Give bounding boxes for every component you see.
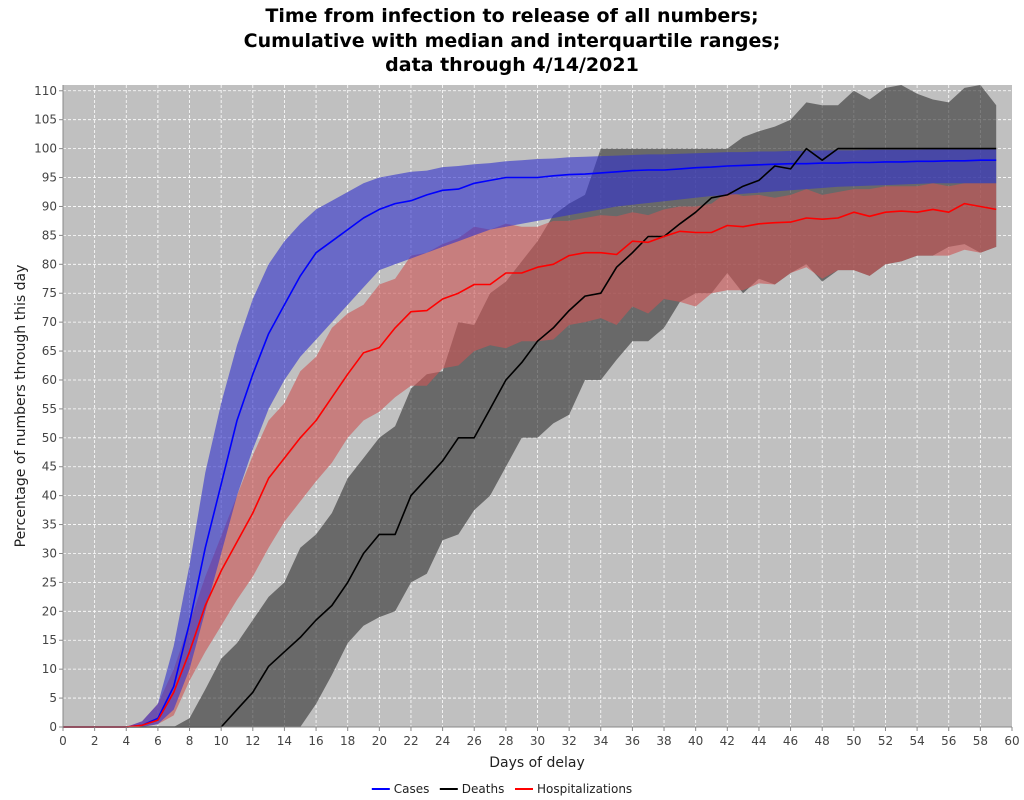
- x-tick-label: 6: [154, 734, 162, 748]
- y-tick-label: 30: [42, 546, 57, 560]
- x-tick-label: 2: [91, 734, 99, 748]
- y-tick-label: 65: [42, 344, 57, 358]
- chart-title: Time from infection to release of all nu…: [244, 5, 781, 76]
- x-tick-label: 42: [720, 734, 735, 748]
- x-tick-label: 14: [277, 734, 292, 748]
- y-axis-label: Percentage of numbers through this day: [13, 265, 29, 548]
- x-tick-label: 28: [498, 734, 513, 748]
- x-tick-label: 44: [751, 734, 766, 748]
- chart-title-line-3: data through 4/14/2021: [385, 54, 639, 76]
- y-tick-label: 90: [42, 199, 57, 213]
- y-tick-label: 15: [42, 633, 57, 647]
- y-tick-label: 0: [49, 720, 57, 734]
- y-tick-label: 5: [49, 691, 57, 705]
- y-tick-label: 80: [42, 257, 57, 271]
- x-tick-label: 12: [245, 734, 260, 748]
- chart-title-line-1: Time from infection to release of all nu…: [265, 5, 758, 27]
- median-line-cases: [63, 159, 997, 728]
- y-tick-label: 55: [42, 402, 57, 416]
- x-tick-label: 34: [593, 734, 608, 748]
- y-tick-label: 110: [34, 84, 57, 98]
- legend-item-hospitalizations: Hospitalizations: [515, 782, 632, 796]
- y-tick-label: 75: [42, 286, 57, 300]
- x-tick-label: 48: [815, 734, 830, 748]
- chart-title-line-2: Cumulative with median and interquartile…: [244, 30, 781, 52]
- y-tick-label: 70: [42, 315, 57, 329]
- median-line-hospitalizations: [63, 202, 997, 728]
- x-tick-label: 46: [783, 734, 798, 748]
- legend: Cases Deaths Hospitalizations: [371, 782, 632, 796]
- x-tick-label: 40: [688, 734, 703, 748]
- x-tick-label: 30: [530, 734, 545, 748]
- y-tick-label: 60: [42, 373, 57, 387]
- x-tick-label: 20: [372, 734, 387, 748]
- x-tick-label: 52: [878, 734, 893, 748]
- x-tick-label: 16: [308, 734, 323, 748]
- x-axis-ticks: 0 2 4 6 8 10 12 14 16 18 20 22 24 26 28 30 32 34 36 38 40 42 4…: [59, 727, 1020, 748]
- x-tick-label: 32: [561, 734, 576, 748]
- y-tick-label: 35: [42, 518, 57, 532]
- x-tick-label: 18: [340, 734, 355, 748]
- y-tick-label: 100: [34, 142, 57, 156]
- y-tick-label: 10: [42, 662, 57, 676]
- x-tick-label: 4: [122, 734, 130, 748]
- legend-label-cases: Cases: [394, 782, 430, 796]
- x-tick-label: 56: [941, 734, 956, 748]
- x-tick-label: 50: [846, 734, 861, 748]
- y-axis-ticks: 0 5 10 15 20 25 30 35 40 45 50 55 60 65 70 75 80 85 90 95 10…: [34, 84, 63, 734]
- x-tick-label: 60: [1004, 734, 1019, 748]
- y-tick-label: 40: [42, 489, 57, 503]
- x-axis-label: Days of delay: [489, 755, 585, 771]
- x-tick-label: 26: [467, 734, 482, 748]
- interquartile-bands: [63, 85, 997, 728]
- y-tick-label: 50: [42, 431, 57, 445]
- y-tick-label: 45: [42, 460, 57, 474]
- x-tick-label: 38: [656, 734, 671, 748]
- x-tick-label: 24: [435, 734, 450, 748]
- y-tick-label: 105: [34, 113, 57, 127]
- x-tick-label: 22: [403, 734, 418, 748]
- x-tick-label: 10: [214, 734, 229, 748]
- band-hospitalizations: [63, 183, 997, 728]
- legend-label-hospitalizations: Hospitalizations: [537, 782, 632, 796]
- x-tick-label: 54: [909, 734, 924, 748]
- x-tick-label: 58: [973, 734, 988, 748]
- legend-item-deaths: Deaths: [439, 782, 505, 796]
- y-tick-label: 20: [42, 604, 57, 618]
- x-tick-label: 8: [186, 734, 194, 748]
- legend-item-cases: Cases: [371, 782, 430, 796]
- band-cases: [63, 149, 997, 727]
- y-tick-label: 25: [42, 575, 57, 589]
- y-tick-label: 85: [42, 228, 57, 242]
- y-tick-label: 95: [42, 171, 57, 185]
- x-tick-label: 0: [59, 734, 67, 748]
- x-tick-label: 36: [625, 734, 640, 748]
- legend-label-deaths: Deaths: [462, 782, 505, 796]
